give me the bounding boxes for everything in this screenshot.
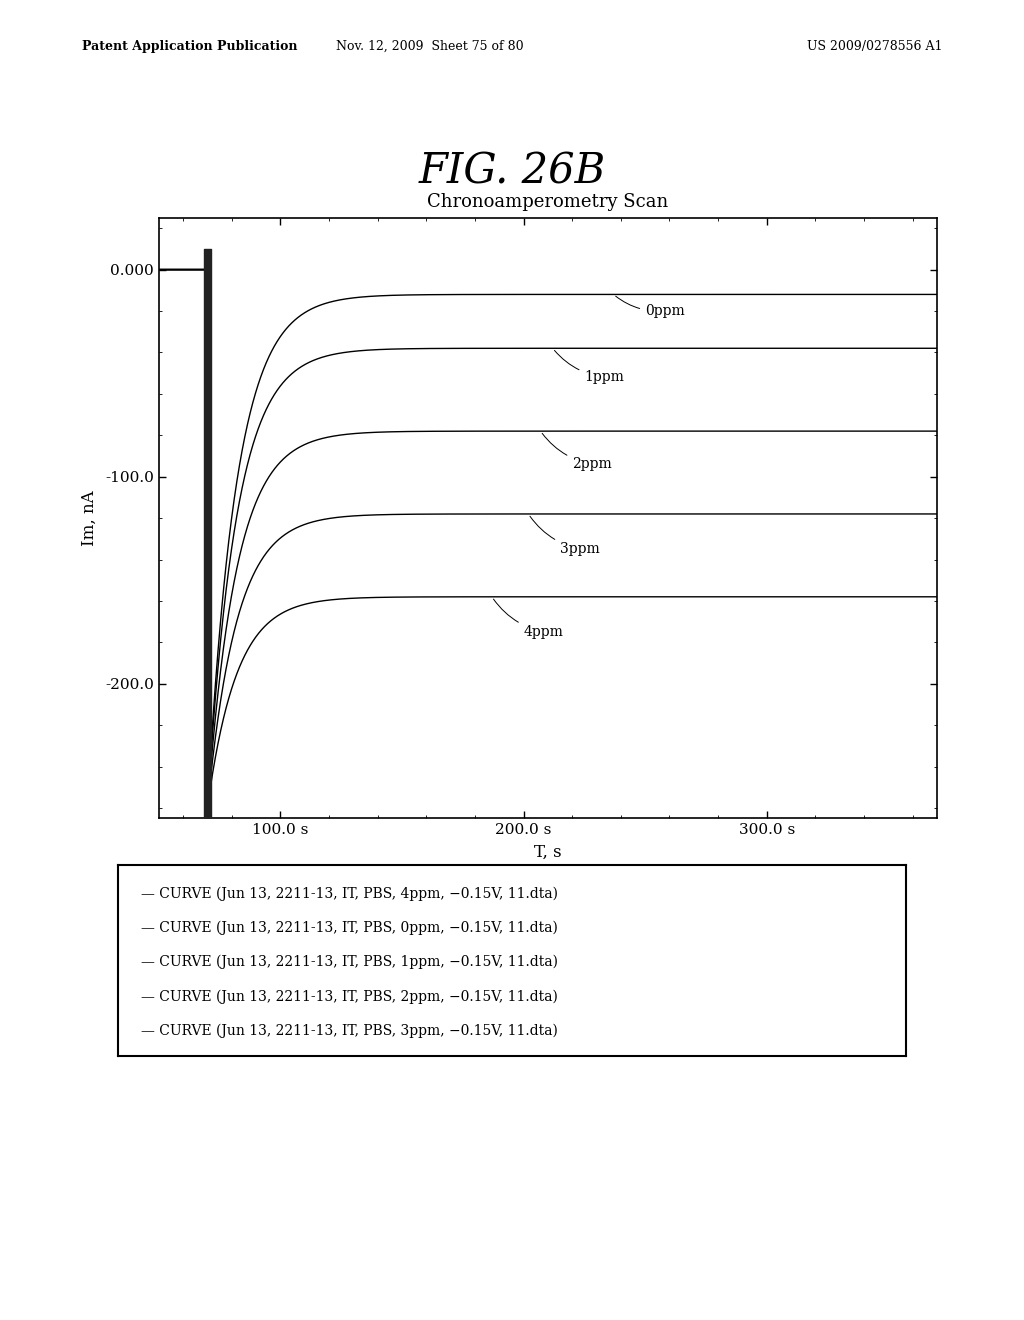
Text: 4ppm: 4ppm xyxy=(494,599,563,639)
Text: US 2009/0278556 A1: US 2009/0278556 A1 xyxy=(807,40,942,53)
Text: — CURVE (Jun 13, 2211-13, IT, PBS, 4ppm, −0.15V, 11.dta): — CURVE (Jun 13, 2211-13, IT, PBS, 4ppm,… xyxy=(141,886,558,900)
Text: Patent Application Publication: Patent Application Publication xyxy=(82,40,297,53)
Text: — CURVE (Jun 13, 2211-13, IT, PBS, 3ppm, −0.15V, 11.dta): — CURVE (Jun 13, 2211-13, IT, PBS, 3ppm,… xyxy=(141,1024,558,1039)
Title: Chronoamperometry Scan: Chronoamperometry Scan xyxy=(427,193,669,211)
Y-axis label: Im, nA: Im, nA xyxy=(81,490,98,546)
Text: 0ppm: 0ppm xyxy=(615,296,685,318)
Text: FIG. 26B: FIG. 26B xyxy=(419,150,605,193)
Text: — CURVE (Jun 13, 2211-13, IT, PBS, 1ppm, −0.15V, 11.dta): — CURVE (Jun 13, 2211-13, IT, PBS, 1ppm,… xyxy=(141,954,558,969)
Text: — CURVE (Jun 13, 2211-13, IT, PBS, 2ppm, −0.15V, 11.dta): — CURVE (Jun 13, 2211-13, IT, PBS, 2ppm,… xyxy=(141,990,558,1005)
Text: 3ppm: 3ppm xyxy=(530,516,600,556)
Text: 1ppm: 1ppm xyxy=(554,350,625,384)
Text: Nov. 12, 2009  Sheet 75 of 80: Nov. 12, 2009 Sheet 75 of 80 xyxy=(336,40,524,53)
Text: — CURVE (Jun 13, 2211-13, IT, PBS, 0ppm, −0.15V, 11.dta): — CURVE (Jun 13, 2211-13, IT, PBS, 0ppm,… xyxy=(141,920,558,935)
X-axis label: T, s: T, s xyxy=(535,845,561,861)
Text: 2ppm: 2ppm xyxy=(542,433,612,471)
